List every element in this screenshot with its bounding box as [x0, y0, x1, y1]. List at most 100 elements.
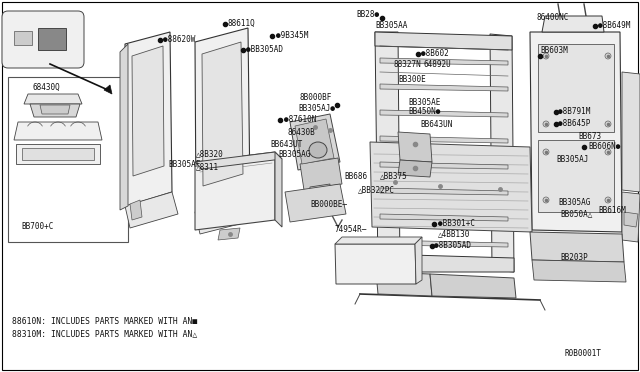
Text: 68430Q: 68430Q — [32, 83, 60, 92]
Polygon shape — [125, 192, 178, 228]
Bar — [38, 28, 66, 50]
Polygon shape — [130, 200, 142, 220]
Ellipse shape — [543, 197, 549, 203]
Text: BB643UN: BB643UN — [420, 119, 452, 128]
Text: BB616M: BB616M — [598, 205, 626, 215]
Polygon shape — [380, 214, 508, 221]
Polygon shape — [132, 46, 164, 176]
Ellipse shape — [605, 121, 611, 127]
Bar — [8, 77, 128, 242]
Polygon shape — [530, 232, 624, 262]
Polygon shape — [376, 272, 432, 296]
Polygon shape — [380, 136, 508, 143]
Text: ●8B791M: ●8B791M — [558, 106, 590, 115]
Text: △8B320: △8B320 — [196, 150, 224, 158]
Text: ●9B345M: ●9B345M — [276, 31, 308, 39]
Polygon shape — [398, 132, 432, 162]
Polygon shape — [380, 188, 508, 195]
Polygon shape — [14, 122, 102, 140]
Text: 88611Q: 88611Q — [228, 19, 256, 28]
Text: BB305AJ: BB305AJ — [556, 154, 588, 164]
Text: 88310M: INCLUDES PARTS MARKED WITH AN△: 88310M: INCLUDES PARTS MARKED WITH AN△ — [12, 330, 197, 339]
Ellipse shape — [605, 149, 611, 155]
Text: △BB322PC: △BB322PC — [358, 186, 395, 195]
Polygon shape — [195, 152, 282, 169]
Text: BB203P: BB203P — [560, 253, 588, 262]
Polygon shape — [285, 184, 346, 222]
Text: BB700+C: BB700+C — [22, 221, 54, 231]
Text: ●BB301+C: ●BB301+C — [438, 218, 475, 228]
Polygon shape — [120, 44, 128, 210]
Polygon shape — [308, 184, 330, 207]
Polygon shape — [380, 58, 508, 65]
Ellipse shape — [543, 149, 549, 155]
Text: 86400NC: 86400NC — [537, 13, 570, 22]
Polygon shape — [375, 32, 512, 50]
Text: ●88620W: ●88620W — [163, 35, 195, 44]
Text: BB673: BB673 — [578, 131, 601, 141]
Polygon shape — [542, 16, 604, 32]
Polygon shape — [380, 240, 508, 247]
Text: ●BB305AD: ●BB305AD — [246, 45, 283, 54]
Text: BB305AG: BB305AG — [558, 198, 590, 206]
Ellipse shape — [543, 121, 549, 127]
Polygon shape — [218, 228, 240, 240]
Bar — [14, 31, 32, 45]
Polygon shape — [532, 260, 626, 282]
Polygon shape — [300, 158, 342, 190]
Text: BB686: BB686 — [344, 171, 367, 180]
Polygon shape — [104, 85, 112, 94]
Polygon shape — [622, 72, 640, 192]
Text: ●8B305AD: ●8B305AD — [434, 241, 471, 250]
Text: BB643UT: BB643UT — [270, 140, 302, 148]
Text: BB606N●: BB606N● — [588, 141, 620, 151]
Polygon shape — [415, 237, 422, 284]
Text: BB28●: BB28● — [356, 10, 379, 19]
Text: 88610N: INCLUDES PARTS MARKED WITH AN■: 88610N: INCLUDES PARTS MARKED WITH AN■ — [12, 317, 197, 327]
Text: ●8B602: ●8B602 — [421, 48, 449, 58]
Text: BB305AA: BB305AA — [375, 20, 408, 29]
Ellipse shape — [309, 142, 327, 158]
Polygon shape — [275, 152, 282, 227]
Polygon shape — [624, 212, 638, 227]
Polygon shape — [538, 44, 614, 132]
Text: BB305AE: BB305AE — [408, 97, 440, 106]
Polygon shape — [490, 34, 514, 272]
Polygon shape — [398, 160, 432, 177]
Polygon shape — [375, 32, 400, 272]
Polygon shape — [430, 274, 516, 298]
Text: 86430B: 86430B — [288, 128, 316, 137]
Polygon shape — [295, 119, 334, 164]
Polygon shape — [335, 237, 422, 244]
Polygon shape — [290, 114, 340, 170]
Polygon shape — [380, 110, 508, 117]
Text: BB300E: BB300E — [398, 74, 426, 83]
Polygon shape — [40, 105, 70, 114]
Polygon shape — [195, 28, 250, 212]
Polygon shape — [24, 94, 82, 104]
Text: BB450N●: BB450N● — [408, 106, 440, 115]
Text: ●8B649M: ●8B649M — [598, 20, 630, 29]
Text: R0B0001T: R0B0001T — [565, 350, 602, 359]
Text: △4BB130: △4BB130 — [438, 230, 470, 238]
Polygon shape — [30, 104, 80, 117]
Text: BB050A△: BB050A△ — [560, 209, 593, 218]
Polygon shape — [376, 254, 514, 272]
Text: BB305AF: BB305AF — [168, 160, 200, 169]
Polygon shape — [530, 32, 622, 232]
Polygon shape — [370, 142, 532, 232]
Ellipse shape — [543, 53, 549, 59]
Polygon shape — [195, 197, 255, 234]
Polygon shape — [380, 84, 508, 91]
Text: BB305AJ●: BB305AJ● — [298, 103, 335, 112]
Text: 8B000BF: 8B000BF — [300, 93, 332, 102]
Text: 64892U: 64892U — [424, 60, 452, 68]
Polygon shape — [622, 192, 640, 242]
Text: BB305AG: BB305AG — [278, 150, 310, 158]
Text: BB000BE—: BB000BE— — [310, 199, 347, 208]
Polygon shape — [202, 42, 243, 186]
Polygon shape — [16, 144, 100, 164]
Text: △8311: △8311 — [196, 163, 219, 171]
Polygon shape — [22, 148, 94, 160]
Text: 74954R—: 74954R— — [335, 224, 367, 234]
